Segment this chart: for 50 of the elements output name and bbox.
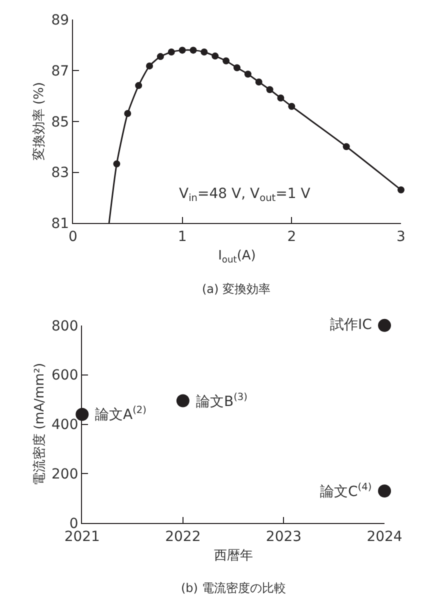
x-tick-label: 2	[287, 229, 296, 246]
point	[233, 64, 240, 72]
x-tick-label: 2023	[266, 529, 302, 545]
point	[378, 318, 392, 332]
point	[124, 110, 132, 118]
y-tick-label: 89	[51, 12, 70, 29]
point	[146, 62, 154, 70]
point	[222, 57, 230, 64]
point	[113, 160, 120, 168]
x-axis-title: 西暦年	[214, 548, 253, 564]
point	[255, 78, 262, 86]
y-tick-label: 87	[51, 63, 70, 80]
text: (b) 電流密度の比較	[181, 581, 286, 595]
x-tick-label: 1	[178, 229, 187, 246]
point	[200, 48, 208, 56]
y-tick-label: 81	[51, 216, 70, 232]
point	[266, 86, 274, 94]
annotation: 論文C$^{(4)}$	[320, 482, 372, 500]
point	[135, 82, 142, 90]
x-tick-label: 2021	[64, 529, 100, 545]
point	[156, 53, 164, 60]
x-tick-label: 2022	[165, 529, 201, 545]
point	[176, 394, 190, 408]
annotation: V$_{in}$=48 V, V$_{out}$=1 V	[179, 186, 311, 204]
y-tick-label: 400	[52, 417, 78, 434]
point	[378, 484, 392, 498]
point	[342, 143, 350, 150]
annotation: 論文A$^{(2)}$	[95, 405, 146, 423]
text: (a) 変換効率	[202, 282, 271, 296]
x-axis-title: I$_{out}$(A)	[218, 248, 256, 266]
y-tick-label: 83	[51, 165, 70, 182]
annotation: 試作IC	[330, 317, 372, 333]
point	[288, 102, 296, 110]
point	[212, 52, 219, 60]
x-tick-label: 2024	[366, 529, 402, 545]
point	[244, 70, 252, 78]
point	[168, 48, 175, 56]
y-tick-label: 800	[52, 318, 78, 334]
point	[178, 46, 186, 54]
point	[277, 94, 284, 102]
y-tick-label: 200	[52, 466, 78, 483]
point	[190, 46, 197, 54]
point	[398, 186, 405, 194]
y-axis-title: 変換効率 (%)	[31, 82, 48, 161]
point	[76, 408, 89, 421]
y-tick-label: 600	[52, 368, 78, 384]
x-tick-label: 3	[396, 229, 406, 246]
y-axis-title: 電流密度 (mA/mm²)	[31, 362, 48, 486]
y-tick-label: 85	[51, 114, 70, 130]
annotation: 論文B$^{(3)}$	[196, 392, 248, 410]
